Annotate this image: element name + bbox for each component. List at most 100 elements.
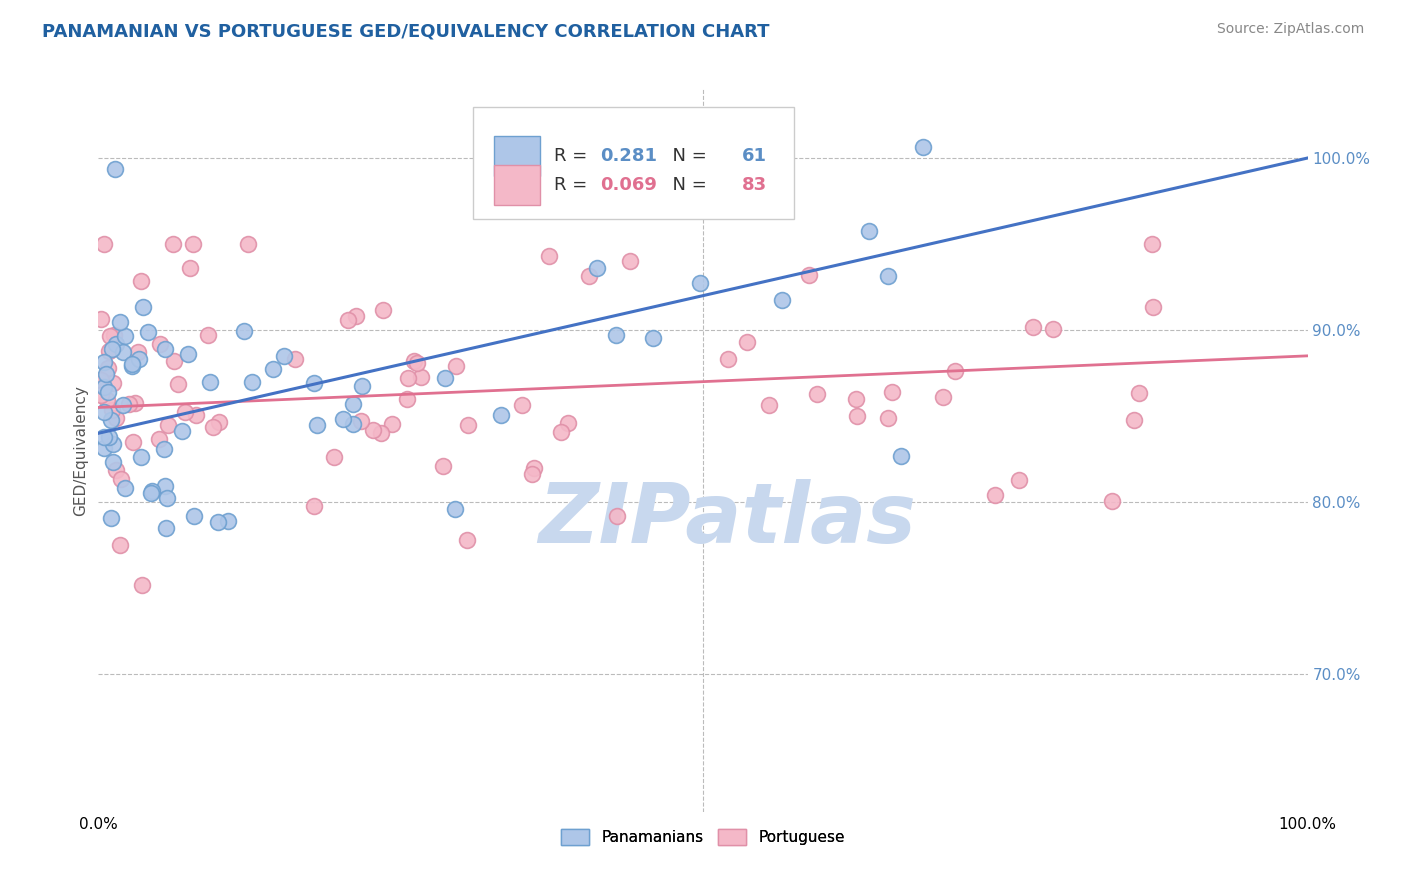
Point <box>108 538 131 552</box>
FancyBboxPatch shape <box>494 136 540 176</box>
Point <box>1042 322 1064 336</box>
Point <box>332 412 354 426</box>
Point <box>153 479 176 493</box>
Point <box>208 415 231 429</box>
Point <box>198 375 221 389</box>
Text: Source: ZipAtlas.com: Source: ZipAtlas.com <box>1216 22 1364 37</box>
Point <box>104 463 127 477</box>
Point <box>162 237 184 252</box>
Point <box>94 367 117 381</box>
Point <box>735 335 758 350</box>
Point <box>1123 413 1146 427</box>
Point <box>305 418 328 433</box>
Text: 0.281: 0.281 <box>600 146 657 165</box>
Point <box>404 353 426 368</box>
Point <box>101 436 124 450</box>
Text: ZIPatlas: ZIPatlas <box>538 479 917 560</box>
Point <box>121 359 143 373</box>
Point <box>932 390 955 404</box>
Point <box>121 357 143 371</box>
Point <box>284 351 307 366</box>
Text: R =: R = <box>554 146 593 165</box>
Point <box>370 425 392 440</box>
Point <box>93 380 115 394</box>
Point <box>197 328 219 343</box>
Point <box>156 491 179 505</box>
Point <box>233 324 256 338</box>
Point <box>409 370 432 384</box>
Point <box>93 237 115 252</box>
Point <box>93 441 115 455</box>
Point <box>538 249 561 263</box>
Point <box>236 237 259 252</box>
Point <box>770 293 793 308</box>
Point <box>342 397 364 411</box>
Point <box>156 418 179 433</box>
Point <box>129 450 152 464</box>
Point <box>240 375 263 389</box>
Point <box>148 432 170 446</box>
Point <box>155 521 177 535</box>
Point <box>139 485 162 500</box>
Point <box>396 392 419 407</box>
Text: N =: N = <box>661 177 713 194</box>
Point <box>184 408 207 422</box>
Point <box>170 424 193 438</box>
Point <box>523 461 546 475</box>
Point <box>349 415 371 429</box>
Point <box>90 373 112 387</box>
Point <box>97 361 120 376</box>
Point <box>323 450 346 465</box>
Point <box>689 276 711 290</box>
Point <box>845 392 868 407</box>
Point <box>434 371 457 385</box>
Point <box>93 405 115 419</box>
Point <box>1128 385 1150 400</box>
Point <box>557 417 579 431</box>
Point <box>149 337 172 351</box>
Point <box>522 467 544 481</box>
Point <box>605 328 627 343</box>
Point <box>845 409 868 424</box>
Point <box>174 405 197 419</box>
Point <box>585 260 607 275</box>
Point <box>877 411 900 425</box>
Point <box>344 309 367 323</box>
Point <box>100 413 122 427</box>
Point <box>128 352 150 367</box>
Point <box>97 385 120 400</box>
Point <box>1022 320 1045 334</box>
Point <box>606 509 628 524</box>
Point <box>350 379 373 393</box>
Point <box>181 237 204 252</box>
Point <box>153 342 176 356</box>
Point <box>105 411 128 425</box>
Point <box>131 578 153 592</box>
Point <box>112 398 135 412</box>
Point <box>141 483 163 498</box>
Point <box>1142 300 1164 314</box>
Point <box>127 345 149 359</box>
Point <box>96 392 118 407</box>
Point <box>406 356 429 370</box>
Point <box>101 343 124 357</box>
Point <box>444 359 467 374</box>
Point <box>217 514 239 528</box>
Point <box>381 417 404 432</box>
Point <box>550 425 572 439</box>
Point <box>167 377 190 392</box>
Text: 0.069: 0.069 <box>600 177 657 194</box>
Point <box>114 329 136 343</box>
Point <box>336 313 359 327</box>
Text: 83: 83 <box>742 177 766 194</box>
Point <box>98 344 121 359</box>
Point <box>361 423 384 437</box>
Point <box>136 326 159 340</box>
Point <box>98 329 121 343</box>
Point <box>183 508 205 523</box>
Text: N =: N = <box>661 146 713 165</box>
Text: 61: 61 <box>742 146 766 165</box>
Point <box>93 355 115 369</box>
Point <box>797 268 820 282</box>
Point <box>717 351 740 366</box>
